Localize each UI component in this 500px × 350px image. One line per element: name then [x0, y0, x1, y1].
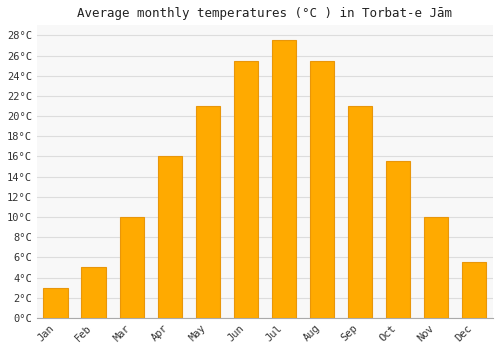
Bar	[272, 40, 296, 318]
Title: Average monthly temperatures (°C ) in Torbat-e Jām: Average monthly temperatures (°C ) in To…	[78, 7, 452, 20]
Bar	[82, 267, 106, 318]
Bar	[234, 61, 258, 318]
Bar	[386, 161, 410, 318]
Bar	[462, 262, 486, 318]
Bar	[424, 217, 448, 318]
Bar	[196, 106, 220, 318]
Bar	[158, 156, 182, 318]
Bar	[348, 106, 372, 318]
Bar	[44, 288, 68, 318]
Bar	[310, 61, 334, 318]
Bar	[120, 217, 144, 318]
